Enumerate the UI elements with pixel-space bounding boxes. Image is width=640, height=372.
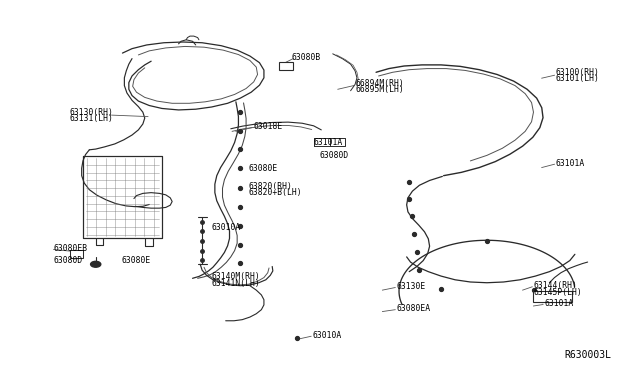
Text: 63140M(RH): 63140M(RH) (212, 272, 260, 281)
Text: 63145P(LH): 63145P(LH) (534, 288, 582, 297)
Bar (70, 250, 83, 258)
Circle shape (91, 261, 100, 267)
Text: R630003L: R630003L (565, 350, 612, 360)
Text: 63018E: 63018E (253, 122, 282, 131)
Text: 63080D: 63080D (54, 256, 83, 265)
Bar (278, 62, 292, 70)
Text: 63101A: 63101A (314, 138, 343, 147)
Text: 63080D: 63080D (320, 151, 349, 160)
Text: 63080E: 63080E (121, 256, 150, 265)
Text: 63144(RH): 63144(RH) (534, 281, 577, 290)
Text: 63101(LH): 63101(LH) (556, 74, 600, 83)
Text: 63101A: 63101A (556, 158, 585, 168)
Text: 63080EA: 63080EA (396, 304, 431, 313)
Text: 63820(RH): 63820(RH) (248, 182, 292, 190)
Text: 63130(RH): 63130(RH) (69, 108, 113, 117)
Text: 63141N(LH): 63141N(LH) (212, 279, 260, 288)
Text: 63100(RH): 63100(RH) (556, 68, 600, 77)
Text: 66895M(LH): 66895M(LH) (355, 85, 404, 94)
Text: 63130E: 63130E (396, 282, 426, 291)
Text: 63820+B(LH): 63820+B(LH) (248, 188, 302, 197)
Text: 63010A: 63010A (312, 331, 342, 340)
Text: 63080EB: 63080EB (54, 244, 88, 253)
Text: 63080B: 63080B (291, 53, 321, 62)
Text: 63131(LH): 63131(LH) (69, 114, 113, 123)
Text: 63010A: 63010A (212, 223, 241, 232)
Text: 66894M(RH): 66894M(RH) (355, 79, 404, 88)
Bar (534, 291, 572, 302)
Text: 63080E: 63080E (248, 164, 278, 173)
Text: 63101A: 63101A (544, 299, 573, 308)
